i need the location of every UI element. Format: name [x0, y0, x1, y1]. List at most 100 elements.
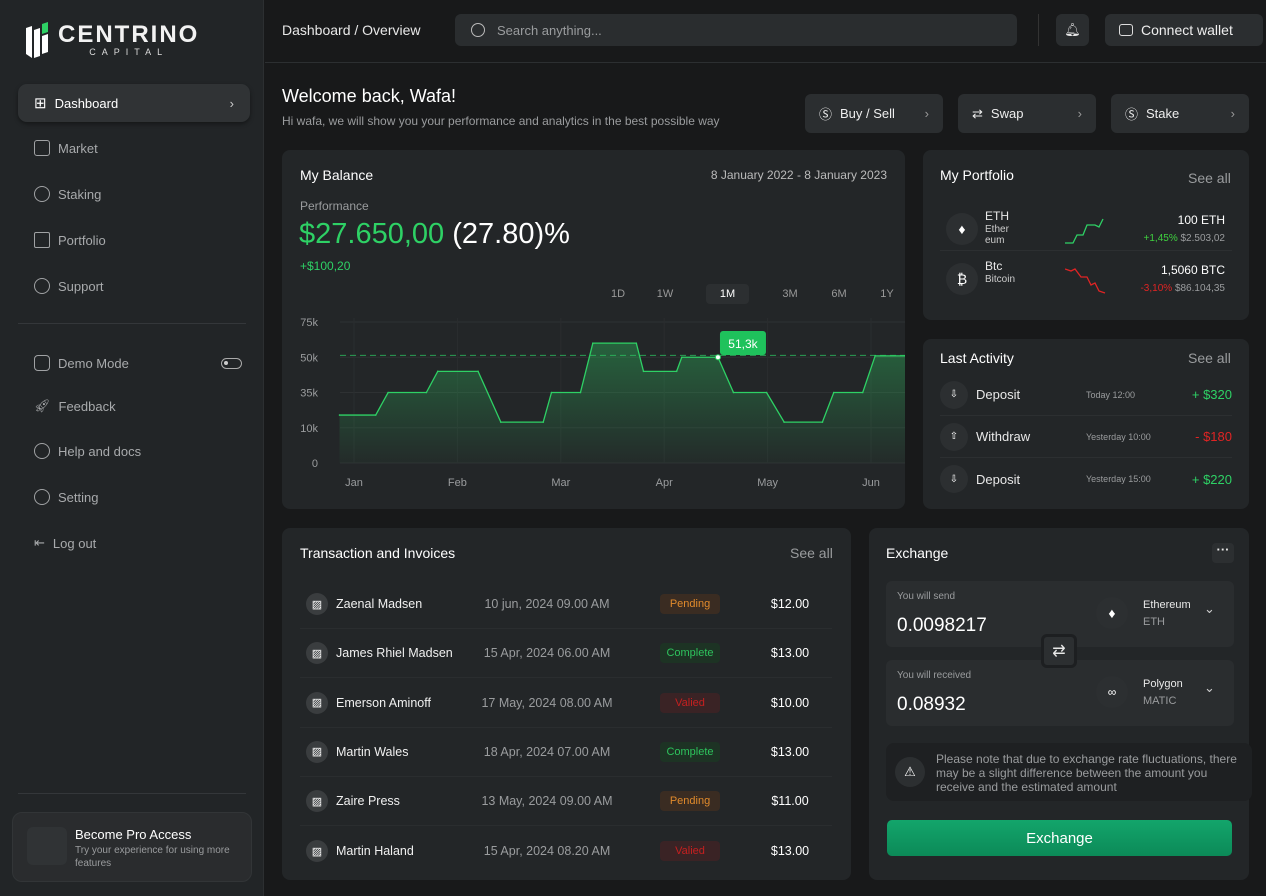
x-tick-label: Jun: [862, 477, 880, 489]
sidebar-item-label: Dashboard: [54, 95, 119, 111]
breadcrumb: Dashboard / Overview: [282, 22, 421, 38]
tab-1m[interactable]: 1M: [706, 284, 749, 304]
polygon-icon: ∞: [1096, 676, 1128, 708]
asset-change: -3,10%: [1140, 283, 1173, 294]
tab-3m[interactable]: 3M: [782, 288, 798, 300]
buy-sell-button[interactable]: Ⓢ Buy / Sell ›: [805, 94, 943, 133]
sidebar-item-staking[interactable]: Staking: [18, 175, 250, 213]
transaction-amount: $11.00: [771, 794, 809, 809]
balance-chart: 0 10k 35k 50k 75k Jan Feb Mar Apr May Jun 51,3k: [300, 317, 905, 489]
send-coin-dropdown[interactable]: ⌄: [1204, 601, 1215, 616]
sidebar-item-label: Market: [58, 140, 98, 156]
transactions-title: Transaction and Invoices: [300, 545, 456, 561]
y-tick-label: 75k: [300, 317, 318, 329]
button-label: Swap: [990, 106, 1024, 121]
sidebar: CENTRINO CAPITAL ⊞ Dashboard › Market Staki…: [0, 0, 264, 896]
brand-name: CENTRINO: [58, 21, 200, 48]
performance-label: Performance: [300, 199, 369, 213]
tab-1y[interactable]: 1Y: [880, 288, 894, 300]
asset-symbol: Btc: [985, 259, 1003, 273]
data-point: [861, 391, 864, 394]
dollar-icon: [34, 186, 50, 202]
demo-mode-toggle[interactable]: [221, 357, 242, 369]
table-row[interactable]: ▨ Emerson Aminoff 17 May, 2024 08.00 AM …: [300, 679, 832, 728]
x-tick-label: Feb: [448, 477, 467, 489]
activity-see-all[interactable]: See all: [1188, 350, 1231, 366]
rate-note-text: Please note that due to exchange rate fl…: [936, 752, 1237, 794]
table-row[interactable]: ▨ Zaenal Madsen 10 jun, 2024 09.00 AM Pe…: [300, 580, 832, 629]
exchange-title: Exchange: [886, 545, 949, 561]
tab-6m[interactable]: 6M: [831, 288, 847, 300]
stake-button[interactable]: Ⓢ Stake ›: [1111, 94, 1249, 133]
receive-amount: 0.08932: [897, 694, 966, 715]
welcome-title: Welcome back, Wafa!: [282, 86, 457, 106]
ethereum-icon: ♦: [946, 213, 978, 245]
transactions-card: [282, 528, 851, 880]
tooltip-point: [714, 354, 721, 361]
receive-label: You will received: [897, 670, 972, 681]
bag-icon: [34, 140, 50, 156]
sidebar-item-support[interactable]: Support: [18, 267, 250, 305]
breadcrumb-dashboard[interactable]: Dashboard: [282, 22, 351, 38]
date-range[interactable]: 8 January 2022 - 8 January 2023: [710, 168, 887, 182]
portfolio-asset[interactable]: ♦ ETH Ether eum 100 ETH +1,45% $2.503,02: [940, 205, 1232, 251]
y-tick-label: 35k: [300, 388, 318, 400]
transaction-amount: $13.00: [770, 744, 810, 759]
withdraw-icon: ⇧: [940, 422, 968, 451]
send-symbol: ETH: [1143, 616, 1165, 628]
connect-wallet-button[interactable]: Connect wallet: [1105, 14, 1263, 46]
search-input[interactable]: Search anything...: [455, 14, 1017, 46]
activity-item[interactable]: ⇩ Deposit Today 12:00 + $320: [940, 374, 1232, 416]
notification-button[interactable]: 🔔︎: [1056, 14, 1089, 46]
button-label: Buy / Sell: [840, 106, 895, 121]
tab-1d[interactable]: 1D: [610, 288, 626, 300]
bitcoin-icon: ₿: [946, 263, 978, 295]
table-row[interactable]: ▨ James Rhiel Madsen 15 Apr, 2024 06.00 …: [300, 629, 832, 679]
activity-label: Deposit: [976, 387, 1021, 402]
series-line: [339, 342, 905, 423]
tab-1w[interactable]: 1W: [656, 288, 674, 300]
sidebar-item-logout[interactable]: ⇤ Log out: [18, 524, 250, 562]
series-area: [339, 343, 905, 463]
sidebar-item-dashboard[interactable]: ⊞ Dashboard ›: [18, 84, 250, 122]
sidebar-item-feedback[interactable]: 🚀︎ Feedback: [18, 387, 250, 425]
exchange-button[interactable]: Exchange: [887, 820, 1232, 856]
sidebar-item-demo-mode[interactable]: Demo Mode: [18, 344, 250, 382]
send-amount-input[interactable]: 0.0098217: [897, 615, 987, 636]
receive-coin-dropdown[interactable]: ⌄: [1204, 680, 1215, 695]
swap-button[interactable]: ⇄ Swap ›: [958, 94, 1096, 133]
search-icon: [471, 23, 485, 37]
balance-amount: $27.650,00: [299, 218, 445, 250]
image-icon: ▨: [306, 691, 328, 714]
data-point: [425, 391, 428, 394]
sidebar-item-market[interactable]: Market: [18, 129, 250, 167]
sidebar-item-setting[interactable]: Setting: [18, 478, 250, 516]
image-icon: ▨: [306, 790, 328, 813]
data-point: [821, 421, 824, 423]
transaction-date: 13 May, 2024 09.00 AM: [481, 794, 613, 809]
activity-item[interactable]: ⇧ Withdraw Yesterday 10:00 - $180: [940, 416, 1232, 458]
x-tick-label: Jan: [345, 477, 363, 489]
data-point: [542, 421, 545, 423]
portfolio-see-all[interactable]: See all: [1188, 170, 1231, 186]
table-row[interactable]: ▨ Martin Wales 18 Apr, 2024 07.00 AM Com…: [300, 728, 832, 777]
balance-pct: (27.80)%: [452, 218, 570, 250]
status-badge: Pending: [660, 594, 720, 614]
status-badge: Complete: [660, 741, 720, 762]
sidebar-item-label: Demo Mode: [58, 355, 129, 371]
sidebar-item-help[interactable]: Help and docs: [18, 432, 250, 470]
table-row[interactable]: ▨ Zaire Press 13 May, 2024 09.00 AM Pend…: [300, 777, 832, 827]
swap-direction-button[interactable]: ⇄: [1041, 634, 1077, 668]
more-options-button[interactable]: ···: [1212, 543, 1234, 563]
portfolio-asset[interactable]: ₿ Btc Bitcoin 1,5060 BTC -3,10% $86.104,…: [940, 255, 1232, 301]
dollar-icon: Ⓢ: [819, 107, 833, 122]
status-badge: Pending: [660, 791, 720, 812]
pro-access-card[interactable]: Become Pro Access Try your experience fo…: [12, 812, 252, 882]
activity-item[interactable]: ⇩ Deposit Yesterday 15:00 + $220: [940, 458, 1232, 500]
rate-note: ⚠ Please note that due to exchange rate …: [886, 743, 1252, 801]
sidebar-item-label: Support: [58, 278, 104, 294]
table-row[interactable]: ▨ Martin Haland 15 Apr, 2024 08.20 AM Va…: [300, 827, 832, 876]
image-icon: ▨: [306, 840, 328, 862]
transactions-see-all[interactable]: See all: [790, 545, 833, 561]
sidebar-item-portfolio[interactable]: Portfolio: [18, 221, 250, 259]
